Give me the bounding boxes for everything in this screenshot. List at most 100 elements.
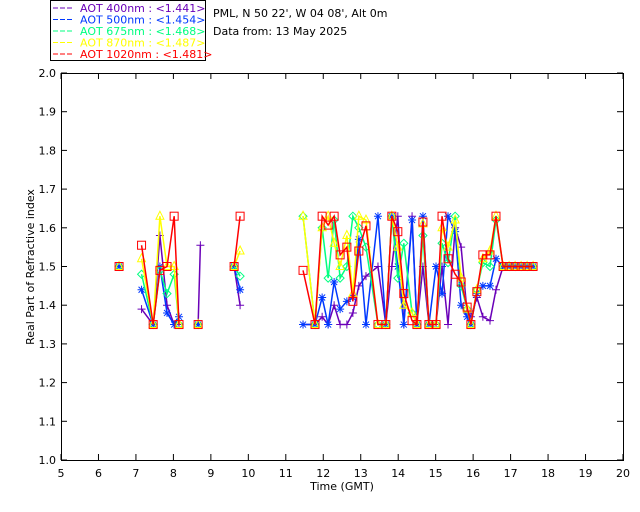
data-point-asterisk <box>336 305 345 314</box>
data-point-diamond <box>485 261 495 272</box>
data-point-square <box>456 277 466 287</box>
data-point-asterisk <box>137 285 146 294</box>
data-point-asterisk <box>354 235 363 244</box>
chart-title-line-1: PML, N 50 22', W 04 08', Alt 0m <box>213 7 387 20</box>
data-point-plus <box>373 262 382 271</box>
data-point-diamond <box>418 230 428 241</box>
data-point-asterisk <box>318 293 327 302</box>
data-point-triangle <box>466 318 476 329</box>
data-point-asterisk <box>393 262 402 271</box>
data-point-plus <box>485 316 494 325</box>
data-point-asterisk <box>361 320 370 329</box>
data-point-plus <box>342 320 351 329</box>
data-point-asterisk <box>432 262 441 271</box>
data-point-square <box>491 211 501 221</box>
data-point-plus <box>478 312 487 321</box>
data-point-diamond <box>462 304 472 314</box>
y-tick-label: 2.0 <box>39 67 57 80</box>
data-point-triangle <box>114 260 124 270</box>
data-point-square <box>335 250 345 260</box>
data-point-square <box>174 320 184 330</box>
x-axis-label: Time (GMT) <box>309 480 374 493</box>
data-point-diamond <box>437 238 447 248</box>
data-point-asterisk <box>451 227 460 236</box>
data-point-plus <box>163 301 172 310</box>
data-point-plus <box>236 301 245 310</box>
data-point-square <box>235 211 245 221</box>
y-tick-label: 1.6 <box>39 222 57 235</box>
data-point-triangle <box>431 318 441 329</box>
data-point-square <box>462 302 472 312</box>
data-point-diamond <box>443 257 453 268</box>
data-point-asterisk <box>485 281 494 290</box>
data-point-square <box>431 320 441 330</box>
data-point-asterisk <box>170 320 179 329</box>
data-point-plus <box>361 272 370 281</box>
x-tick-label: 17 <box>504 467 518 480</box>
data-point-square <box>504 262 514 271</box>
data-point-diamond <box>348 211 358 221</box>
legend: AOT 400nm : <1.441>AOT 500nm : <1.454>AO… <box>53 2 213 61</box>
data-point-square <box>323 220 333 230</box>
data-point-square <box>472 287 482 297</box>
data-point-square <box>354 246 364 256</box>
data-point-asterisk <box>330 277 339 286</box>
data-point-triangle <box>478 252 488 263</box>
x-tick-label: 11 <box>279 467 293 480</box>
data-point-plus <box>318 312 327 321</box>
x-tick-label: 7 <box>132 467 139 480</box>
data-point-triangle <box>462 302 472 313</box>
data-point-square <box>437 211 447 221</box>
data-point-square <box>498 262 508 271</box>
data-point-square <box>361 221 371 231</box>
data-point-square <box>193 320 203 330</box>
data-point-square <box>162 262 172 271</box>
data-point-triangle <box>174 318 184 329</box>
y-tick-label: 1.0 <box>39 454 57 467</box>
y-tick-label: 1.3 <box>39 338 57 351</box>
data-point-square <box>418 217 428 227</box>
data-point-asterisk <box>163 308 172 317</box>
data-point-square <box>329 211 339 221</box>
x-tick-label: 13 <box>354 467 368 480</box>
data-point-diamond <box>235 271 245 281</box>
data-point-plus <box>336 320 345 329</box>
data-point-square <box>516 262 526 271</box>
x-tick-label: 16 <box>466 467 480 480</box>
legend-entry: AOT 500nm : <1.454> <box>80 14 206 27</box>
x-tick-label: 6 <box>95 467 102 480</box>
y-tick-label: 1.5 <box>39 261 57 274</box>
data-point-triangle <box>450 213 460 224</box>
data-point-asterisk <box>399 320 408 329</box>
data-point-plus <box>137 305 146 314</box>
data-point-square <box>381 320 391 330</box>
data-point-square <box>393 227 403 237</box>
data-point-asterisk <box>438 289 447 298</box>
data-point-diamond <box>335 273 345 283</box>
data-point-asterisk <box>373 212 382 221</box>
data-point-triangle <box>424 318 434 329</box>
data-point-triangle <box>235 244 245 255</box>
data-point-triangle <box>399 299 409 309</box>
data-point-asterisk <box>444 212 453 221</box>
data-point-triangle <box>373 318 383 329</box>
data-point-triangle <box>361 213 371 224</box>
data-point-square <box>450 269 460 279</box>
data-point-triangle <box>329 237 339 247</box>
data-point-asterisk <box>408 216 417 225</box>
data-point-triangle <box>310 318 320 329</box>
data-point-asterisk <box>324 320 333 329</box>
data-point-square <box>466 320 476 330</box>
data-point-square <box>528 262 538 271</box>
data-point-triangle <box>298 210 308 220</box>
data-point-diamond <box>399 238 409 248</box>
y-tick-label: 1.7 <box>39 183 57 196</box>
data-point-asterisk <box>342 297 351 306</box>
data-point-asterisk <box>418 212 427 221</box>
data-point-square <box>412 320 422 330</box>
data-point-square <box>387 211 397 221</box>
legend-box <box>50 0 206 61</box>
data-point-triangle <box>162 260 172 270</box>
data-point-plus <box>354 281 363 290</box>
